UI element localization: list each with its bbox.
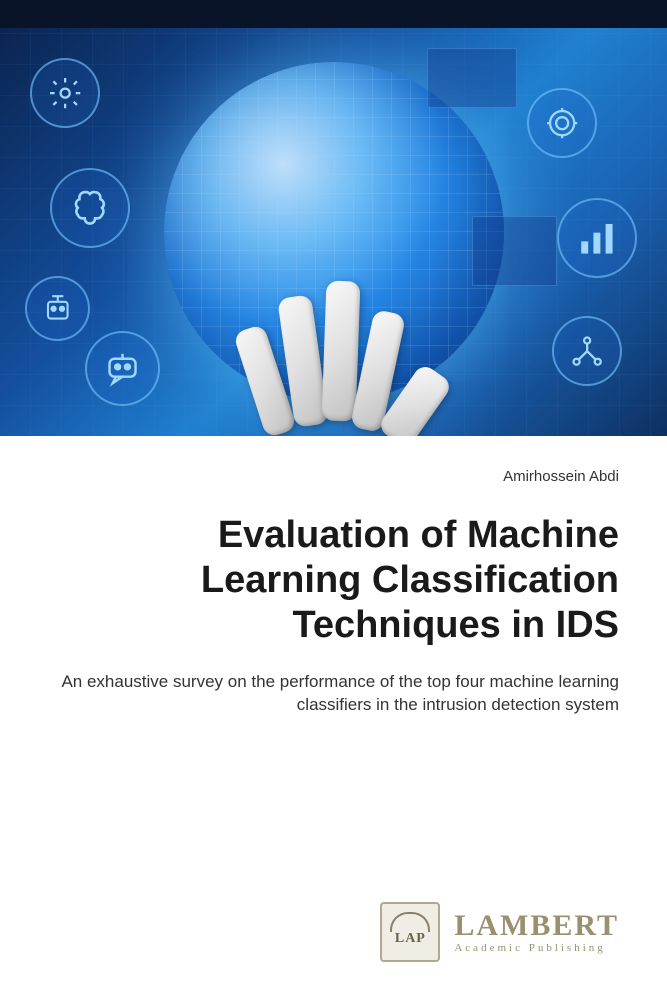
brain-circuit-icon — [50, 168, 130, 248]
content-area: Amirhossein Abdi Evaluation of Machine L… — [0, 436, 667, 717]
chart-panel-1 — [427, 48, 517, 108]
network-icon — [552, 316, 622, 386]
hero-image — [0, 28, 667, 436]
robot-hand — [224, 276, 444, 436]
book-subtitle: An exhaustive survey on the performance … — [48, 671, 619, 717]
title-line: Techniques in IDS — [48, 603, 619, 648]
robot-face-icon — [25, 276, 90, 341]
gear-icon — [527, 88, 597, 158]
publisher-logo: LAP LAMBERT Academic Publishing — [380, 902, 619, 962]
publisher-text: LAMBERT Academic Publishing — [454, 911, 619, 954]
chat-bot-icon — [85, 331, 160, 406]
author-name: Amirhossein Abdi — [48, 468, 619, 485]
badge-text: LAP — [395, 931, 426, 947]
publisher-name: LAMBERT — [454, 911, 619, 941]
robot-finger — [321, 280, 360, 421]
chart-panel-2 — [472, 216, 557, 286]
bar-chart-icon — [557, 198, 637, 278]
top-accent-bar — [0, 0, 667, 28]
brain-gear-icon — [30, 58, 100, 128]
title-line: Learning Classification — [48, 558, 619, 603]
publisher-subline: Academic Publishing — [454, 943, 619, 954]
publisher-badge: LAP — [380, 902, 440, 962]
book-title: Evaluation of Machine Learning Classific… — [48, 513, 619, 647]
title-line: Evaluation of Machine — [48, 513, 619, 558]
